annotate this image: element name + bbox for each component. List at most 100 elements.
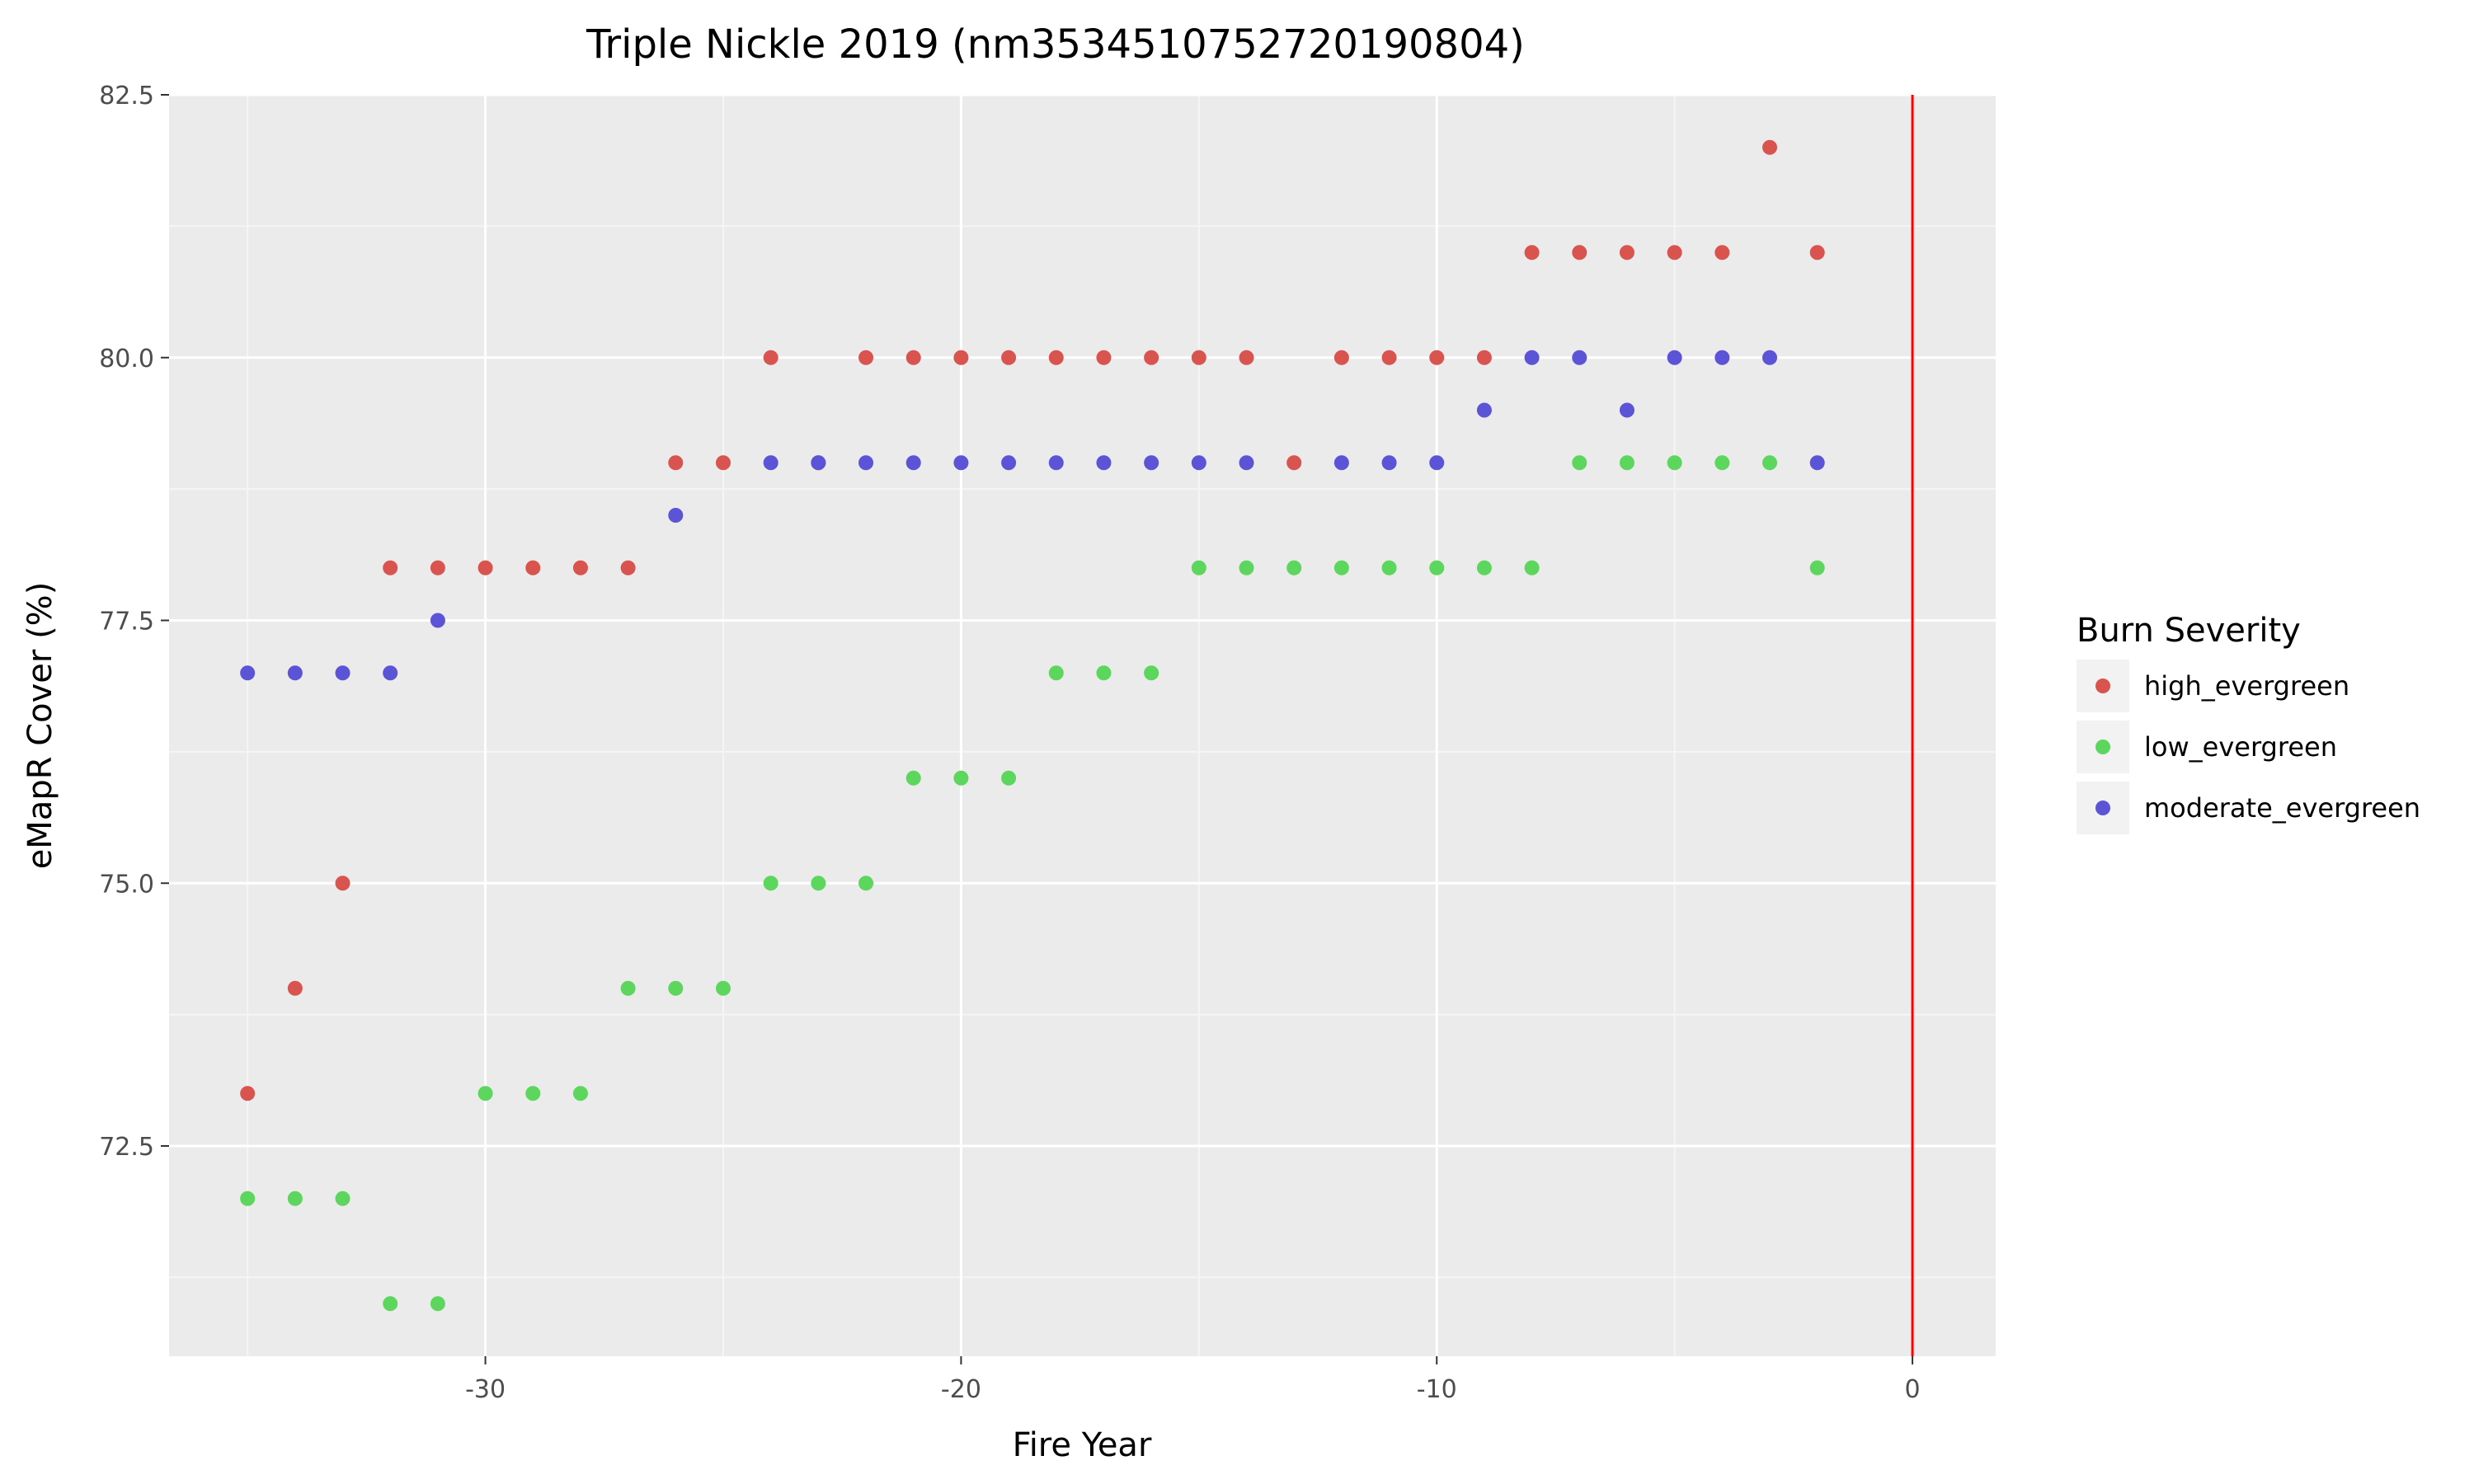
point-high_evergreen bbox=[1524, 245, 1540, 261]
point-low_evergreen bbox=[1476, 560, 1492, 575]
point-high_evergreen bbox=[383, 560, 398, 575]
point-moderate_evergreen bbox=[1381, 455, 1397, 471]
point-moderate_evergreen bbox=[668, 508, 684, 523]
point-high_evergreen bbox=[1381, 350, 1397, 365]
point-high_evergreen bbox=[763, 350, 778, 365]
point-high_evergreen bbox=[1809, 245, 1825, 261]
plot-panel bbox=[169, 95, 1996, 1356]
point-high_evergreen bbox=[1476, 350, 1492, 365]
point-low_evergreen bbox=[1714, 455, 1730, 471]
point-low_evergreen bbox=[811, 876, 826, 891]
point-moderate_evergreen bbox=[1429, 455, 1445, 471]
point-moderate_evergreen bbox=[811, 455, 826, 471]
point-low_evergreen bbox=[1809, 560, 1825, 575]
point-high_evergreen bbox=[1667, 245, 1682, 261]
y-axis-ticks: 72.5 75.0 77.5 80.0 82.5 bbox=[99, 82, 169, 1162]
y-tick-label: 72.5 bbox=[99, 1133, 154, 1162]
point-high_evergreen bbox=[953, 350, 969, 365]
legend-marker-high_evergreen bbox=[2095, 679, 2110, 693]
point-low_evergreen bbox=[953, 770, 969, 786]
point-low_evergreen bbox=[1572, 455, 1587, 471]
point-high_evergreen bbox=[1144, 350, 1159, 365]
x-tick-label: -10 bbox=[1417, 1375, 1457, 1404]
point-moderate_evergreen bbox=[1333, 455, 1349, 471]
point-low_evergreen bbox=[858, 876, 874, 891]
x-tick-label: -20 bbox=[941, 1375, 981, 1404]
point-moderate_evergreen bbox=[1048, 455, 1064, 471]
point-moderate_evergreen bbox=[1476, 402, 1492, 418]
point-low_evergreen bbox=[1667, 455, 1682, 471]
legend-label-moderate_evergreen: moderate_evergreen bbox=[2144, 792, 2420, 824]
legend-label-high_evergreen: high_evergreen bbox=[2144, 670, 2349, 702]
point-moderate_evergreen bbox=[287, 665, 303, 681]
point-high_evergreen bbox=[1333, 350, 1349, 365]
point-moderate_evergreen bbox=[240, 665, 256, 681]
legend: Burn Severity high_evergreen low_evergree… bbox=[2077, 612, 2420, 834]
point-moderate_evergreen bbox=[1667, 350, 1682, 365]
point-low_evergreen bbox=[383, 1296, 398, 1312]
point-moderate_evergreen bbox=[1096, 455, 1112, 471]
point-low_evergreen bbox=[620, 980, 636, 996]
x-axis-ticks: -30 -20 -10 0 bbox=[465, 1356, 1921, 1404]
legend-marker-low_evergreen bbox=[2095, 740, 2110, 754]
point-low_evergreen bbox=[905, 770, 921, 786]
point-high_evergreen bbox=[1619, 245, 1634, 261]
point-high_evergreen bbox=[1048, 350, 1064, 365]
point-low_evergreen bbox=[1429, 560, 1445, 575]
point-moderate_evergreen bbox=[1144, 455, 1159, 471]
point-moderate_evergreen bbox=[1524, 350, 1540, 365]
point-high_evergreen bbox=[572, 560, 588, 575]
point-high_evergreen bbox=[1714, 245, 1730, 261]
point-low_evergreen bbox=[477, 1086, 493, 1101]
point-moderate_evergreen bbox=[1001, 455, 1017, 471]
point-low_evergreen bbox=[335, 1190, 350, 1206]
chart-title: Triple Nickle 2019 (nm353451075272019080… bbox=[586, 21, 1525, 68]
point-high_evergreen bbox=[477, 560, 493, 575]
point-low_evergreen bbox=[1333, 560, 1349, 575]
point-high_evergreen bbox=[1096, 350, 1112, 365]
point-moderate_evergreen bbox=[1239, 455, 1254, 471]
point-high_evergreen bbox=[1429, 350, 1445, 365]
point-moderate_evergreen bbox=[953, 455, 969, 471]
point-high_evergreen bbox=[287, 980, 303, 996]
point-high_evergreen bbox=[525, 560, 541, 575]
point-moderate_evergreen bbox=[1191, 455, 1206, 471]
point-moderate_evergreen bbox=[1762, 350, 1778, 365]
point-moderate_evergreen bbox=[1572, 350, 1587, 365]
point-moderate_evergreen bbox=[1714, 350, 1730, 365]
point-low_evergreen bbox=[1191, 560, 1206, 575]
point-high_evergreen bbox=[240, 1086, 256, 1101]
legend-marker-moderate_evergreen bbox=[2095, 801, 2110, 815]
point-high_evergreen bbox=[335, 876, 350, 891]
legend-title: Burn Severity bbox=[2077, 612, 2301, 650]
point-low_evergreen bbox=[1524, 560, 1540, 575]
point-high_evergreen bbox=[1001, 350, 1017, 365]
point-low_evergreen bbox=[1239, 560, 1254, 575]
y-tick-label: 82.5 bbox=[99, 82, 154, 110]
point-low_evergreen bbox=[668, 980, 684, 996]
point-low_evergreen bbox=[715, 980, 731, 996]
point-moderate_evergreen bbox=[858, 455, 874, 471]
point-low_evergreen bbox=[1762, 455, 1778, 471]
point-high_evergreen bbox=[858, 350, 874, 365]
point-low_evergreen bbox=[240, 1190, 256, 1206]
point-moderate_evergreen bbox=[1619, 402, 1634, 418]
point-high_evergreen bbox=[620, 560, 636, 575]
data-points bbox=[240, 139, 1825, 1312]
y-tick-label: 80.0 bbox=[99, 345, 154, 373]
point-moderate_evergreen bbox=[905, 455, 921, 471]
point-high_evergreen bbox=[905, 350, 921, 365]
point-low_evergreen bbox=[1096, 665, 1112, 681]
point-low_evergreen bbox=[287, 1190, 303, 1206]
point-low_evergreen bbox=[1001, 770, 1017, 786]
point-low_evergreen bbox=[1619, 455, 1634, 471]
y-axis-title: eMapR Cover (%) bbox=[21, 582, 59, 870]
point-high_evergreen bbox=[715, 455, 731, 471]
point-low_evergreen bbox=[525, 1086, 541, 1101]
point-moderate_evergreen bbox=[383, 665, 398, 681]
point-high_evergreen bbox=[668, 455, 684, 471]
point-moderate_evergreen bbox=[1809, 455, 1825, 471]
point-moderate_evergreen bbox=[430, 613, 445, 628]
y-tick-label: 75.0 bbox=[99, 870, 154, 899]
